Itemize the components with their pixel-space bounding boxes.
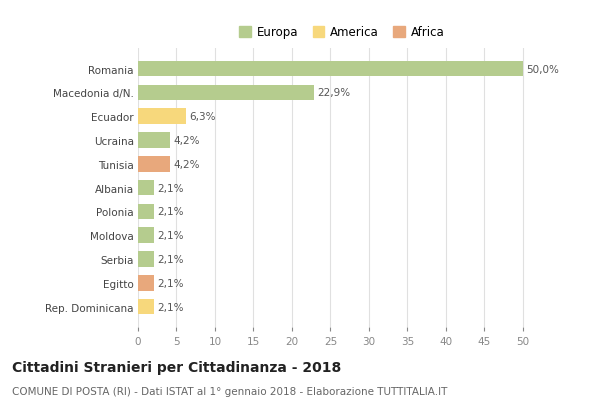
Bar <box>138 85 314 101</box>
Text: 2,1%: 2,1% <box>157 302 184 312</box>
Bar <box>138 157 170 172</box>
Legend: Europa, America, Africa: Europa, America, Africa <box>235 22 449 44</box>
Bar <box>138 275 154 291</box>
Bar <box>138 133 170 148</box>
Text: 4,2%: 4,2% <box>173 160 200 169</box>
Text: 6,3%: 6,3% <box>190 112 216 122</box>
Bar <box>138 252 154 267</box>
Text: COMUNE DI POSTA (RI) - Dati ISTAT al 1° gennaio 2018 - Elaborazione TUTTITALIA.I: COMUNE DI POSTA (RI) - Dati ISTAT al 1° … <box>12 387 448 396</box>
Text: 4,2%: 4,2% <box>173 136 200 146</box>
Text: 2,1%: 2,1% <box>157 231 184 240</box>
Text: 2,1%: 2,1% <box>157 183 184 193</box>
Text: 2,1%: 2,1% <box>157 254 184 264</box>
Bar <box>138 180 154 196</box>
Bar <box>138 109 187 125</box>
Bar <box>138 299 154 315</box>
Text: 22,9%: 22,9% <box>317 88 350 98</box>
Bar <box>138 62 523 77</box>
Text: 2,1%: 2,1% <box>157 207 184 217</box>
Text: 50,0%: 50,0% <box>526 65 559 74</box>
Bar <box>138 228 154 243</box>
Bar <box>138 204 154 220</box>
Text: 2,1%: 2,1% <box>157 278 184 288</box>
Text: Cittadini Stranieri per Cittadinanza - 2018: Cittadini Stranieri per Cittadinanza - 2… <box>12 360 341 374</box>
